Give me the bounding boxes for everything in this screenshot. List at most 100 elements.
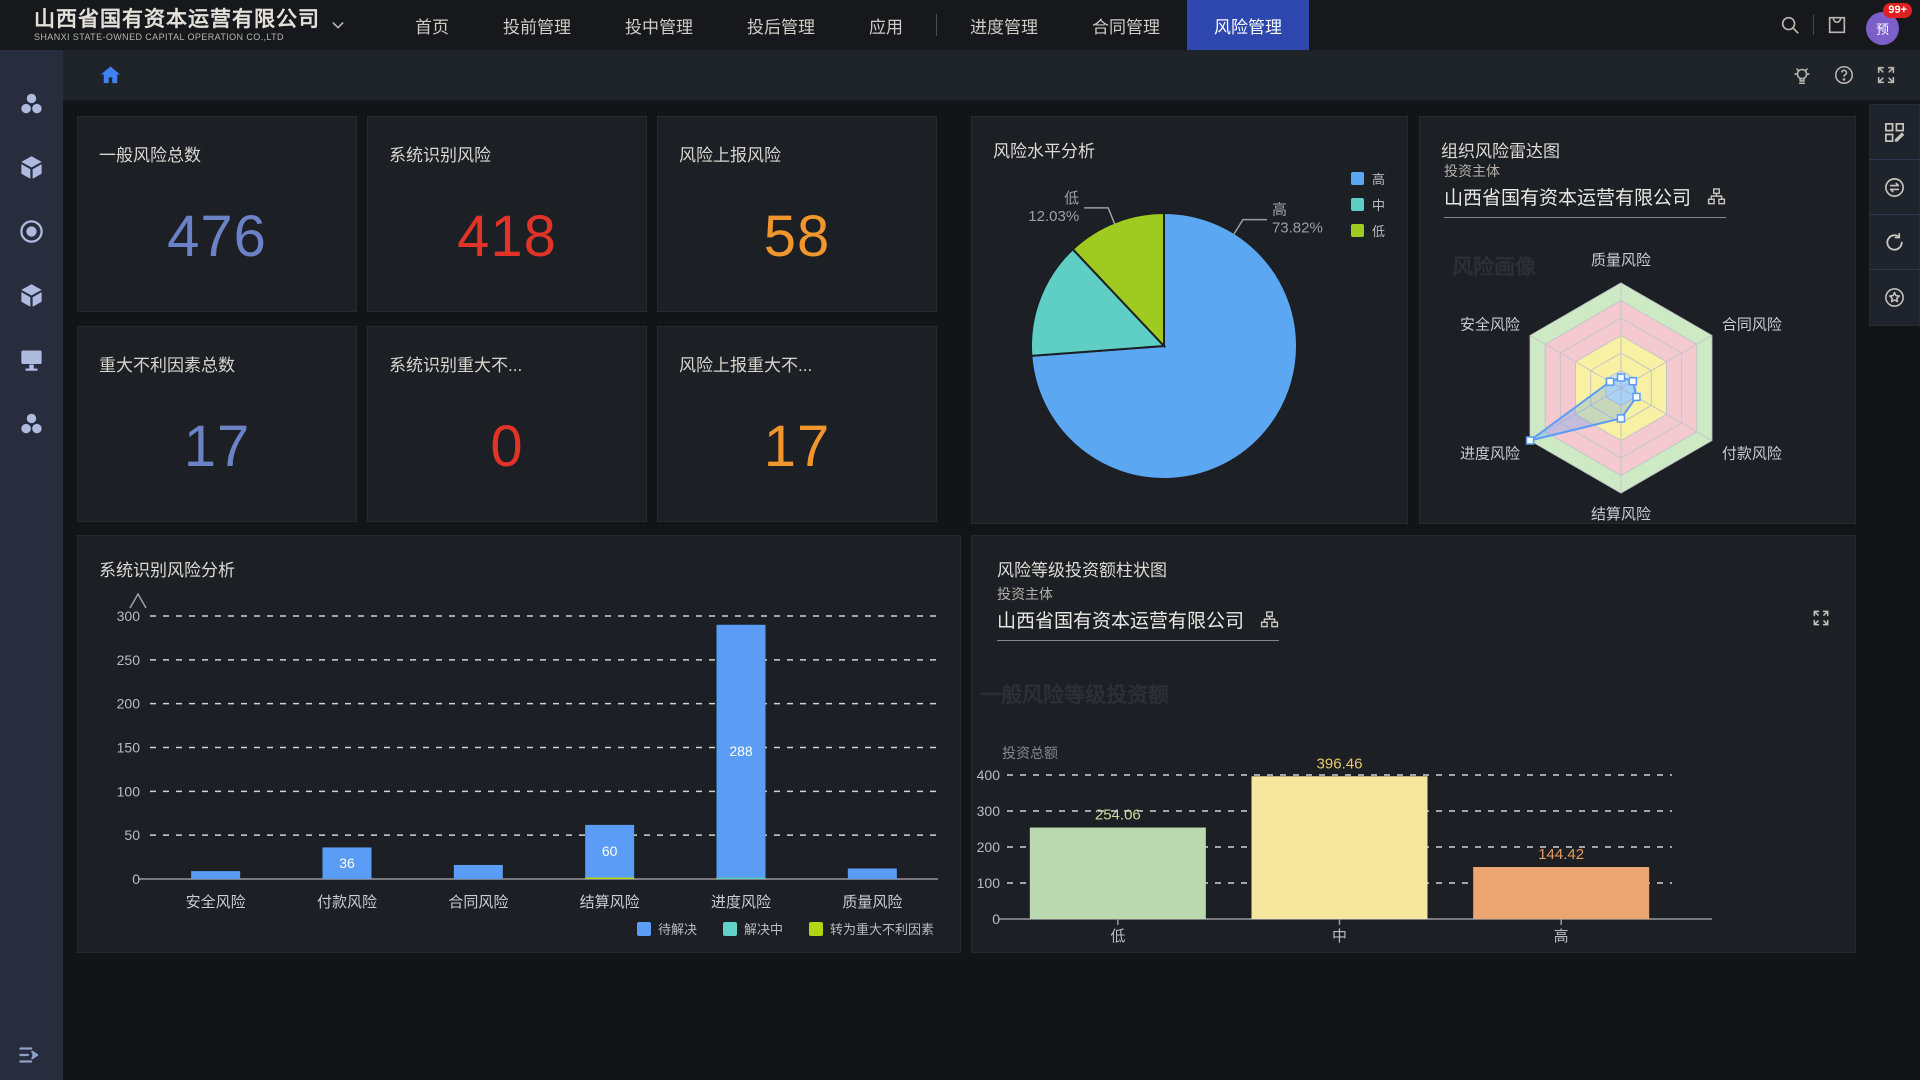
stat-card-value: 418 (457, 204, 557, 269)
dashboard-content: 一般风险总数 476 系统识别风险 418 风险上报风险 58 重大不利因素总数 17 系统识别… (63, 100, 1920, 1080)
legend-label: 转为重大不利因素 (829, 922, 934, 937)
sidebar-item-5-team-icon[interactable] (18, 410, 45, 437)
topnav-actions: 预 99+ (1773, 0, 1920, 50)
svg-text:投资总额: 投资总额 (1002, 745, 1058, 761)
stat-card-2: 风险上报风险 58 (657, 116, 937, 312)
star-button[interactable] (1870, 270, 1919, 325)
radar-watermark: 风险画像 (1452, 256, 1536, 279)
legend-swatch (808, 921, 823, 936)
legend-swatch (722, 921, 737, 936)
bar1-legend-item-解决中[interactable]: 解决中 (722, 919, 783, 938)
radar-subject-value: 山西省国有资本运营有限公司 (1444, 188, 1692, 209)
stat-card-1: 系统识别风险 418 (367, 116, 647, 312)
legend-swatch (1350, 198, 1364, 211)
svg-text:合同风险: 合同风险 (448, 894, 508, 911)
svg-text:396.46: 396.46 (1317, 755, 1363, 772)
svg-text:高: 高 (1272, 202, 1287, 219)
bar2-subject-value: 山西省国有资本运营有限公司 (997, 611, 1245, 632)
message-icon[interactable] (1820, 8, 1854, 42)
svg-text:结算风险: 结算风险 (1591, 505, 1651, 523)
company-brand[interactable]: 山西省国有资本运营有限公司 SHANXI STATE-OWNED CAPITAL… (34, 8, 346, 43)
expand-icon[interactable] (1811, 608, 1833, 630)
main-menu: 首页 投前管理 投中管理 投后管理 应用 进度管理 合同管理 风险管理 (388, 0, 1309, 50)
nav-item-4[interactable]: 应用 (869, 17, 903, 37)
pie-legend-item-低[interactable]: 低 (1350, 221, 1385, 240)
org-tree-icon[interactable] (1260, 610, 1279, 629)
nav-item-1[interactable]: 投前管理 (503, 17, 571, 37)
chevron-down-icon (330, 17, 346, 33)
bar1-legend: 待解决 解决中 转为重大不利因素 (636, 919, 934, 938)
stat-card-title: 一般风险总数 (99, 146, 201, 165)
legend-label: 解决中 (743, 922, 783, 937)
svg-text:100: 100 (117, 783, 141, 799)
bar1-legend-item-待解决[interactable]: 待解决 (636, 919, 697, 938)
collapse-sidebar-icon[interactable] (16, 1042, 42, 1068)
sidebar-item-2-record-icon[interactable] (18, 218, 45, 245)
svg-text:300: 300 (117, 608, 141, 624)
transfer-button[interactable] (1870, 160, 1919, 215)
nav-divider (936, 14, 937, 36)
theme-bulb-icon[interactable] (1786, 59, 1818, 91)
bar1-card-title: 系统识别风险分析 (99, 561, 235, 580)
stat-card-title: 风险上报风险 (679, 146, 781, 165)
svg-text:150: 150 (117, 740, 141, 756)
pie-chart-svg: 高73.82% 低12.03% (1028, 190, 1323, 480)
search-icon[interactable] (1773, 8, 1807, 42)
pie-legend-item-高[interactable]: 高 (1350, 169, 1385, 188)
bar1-legend-item-转为重大不利因素[interactable]: 转为重大不利因素 (808, 919, 934, 938)
home-tab[interactable] (93, 58, 127, 92)
svg-text:200: 200 (117, 696, 141, 712)
pie-card-title: 风险水平分析 (993, 142, 1095, 161)
svg-text:安全风险: 安全风险 (1460, 316, 1520, 334)
home-icon (99, 64, 122, 87)
sidebar-item-1-cube-icon[interactable] (18, 154, 45, 181)
svg-text:低: 低 (1110, 928, 1125, 945)
org-risk-radar-card: 风险画像 质量风险 合同风险 付款风险 结算风险 进度风险 安全风险 组织风险雷达图 投资… (1419, 116, 1856, 524)
right-toolbar (1869, 104, 1920, 326)
svg-text:12.03%: 12.03% (1028, 208, 1079, 225)
help-icon[interactable] (1828, 59, 1860, 91)
org-tree-icon[interactable] (1707, 187, 1726, 206)
stat-card-value: 0 (490, 414, 524, 479)
system-risk-bar-svg: 0 50 100 150 200 250 300 安全风险 36 付款风险 合同风险 60 结算风险 28… (117, 592, 938, 911)
pie-legend-item-中[interactable]: 中 (1350, 195, 1385, 214)
nav-item-5[interactable]: 进度管理 (970, 17, 1038, 37)
refresh-icon (1883, 231, 1906, 254)
svg-text:质量风险: 质量风险 (842, 894, 902, 911)
star-icon (1883, 286, 1906, 309)
svg-text:中: 中 (1332, 928, 1347, 945)
nav-item-7[interactable]: 风险管理 (1187, 0, 1309, 50)
risk-level-pie-card: 高 73.82% 低 12.03% 风险水平分析 高中低 (971, 116, 1408, 524)
bar2-subject-label: 投资主体 (997, 586, 1053, 602)
svg-text:付款风险: 付款风险 (1722, 446, 1782, 463)
bar2-subject-picker[interactable]: 山西省国有资本运营有限公司 (997, 606, 1279, 641)
svg-text:50: 50 (124, 827, 140, 843)
fullscreen-icon[interactable] (1870, 59, 1902, 91)
svg-text:0: 0 (992, 911, 1000, 927)
svg-text:36: 36 (339, 855, 355, 871)
stat-card-title: 重大不利因素总数 (99, 356, 235, 375)
company-subtitle: SHANXI STATE-OWNED CAPITAL OPERATION CO.… (34, 31, 284, 42)
grid-edit-button[interactable] (1870, 105, 1919, 160)
stat-card-value: 17 (763, 414, 831, 479)
sidebar-item-3-cube-icon[interactable] (18, 282, 45, 309)
sidebar-item-0-team-icon[interactable] (18, 90, 45, 117)
stat-card-5: 风险上报重大不... 17 (657, 326, 937, 522)
left-sidebar (0, 50, 63, 1080)
svg-text:进度风险: 进度风险 (711, 894, 771, 911)
radar-card-title: 组织风险雷达图 (1441, 142, 1560, 161)
svg-text:100: 100 (977, 875, 1001, 891)
bar2-watermark: 一般风险等级投资额 (980, 684, 1169, 707)
refresh-button[interactable] (1870, 215, 1919, 270)
sidebar-item-4-monitor-icon[interactable] (18, 346, 45, 373)
svg-text:200: 200 (977, 839, 1001, 855)
radar-subject-picker[interactable]: 山西省国有资本运营有限公司 (1444, 183, 1726, 218)
nav-item-6[interactable]: 合同管理 (1092, 17, 1160, 37)
nav-item-0[interactable]: 首页 (415, 17, 449, 37)
nav-item-3[interactable]: 投后管理 (747, 17, 815, 37)
nav-item-2[interactable]: 投中管理 (625, 17, 693, 37)
tab-bar (63, 50, 1920, 101)
stat-card-title: 系统识别重大不... (389, 356, 523, 375)
svg-text:0: 0 (132, 871, 140, 887)
